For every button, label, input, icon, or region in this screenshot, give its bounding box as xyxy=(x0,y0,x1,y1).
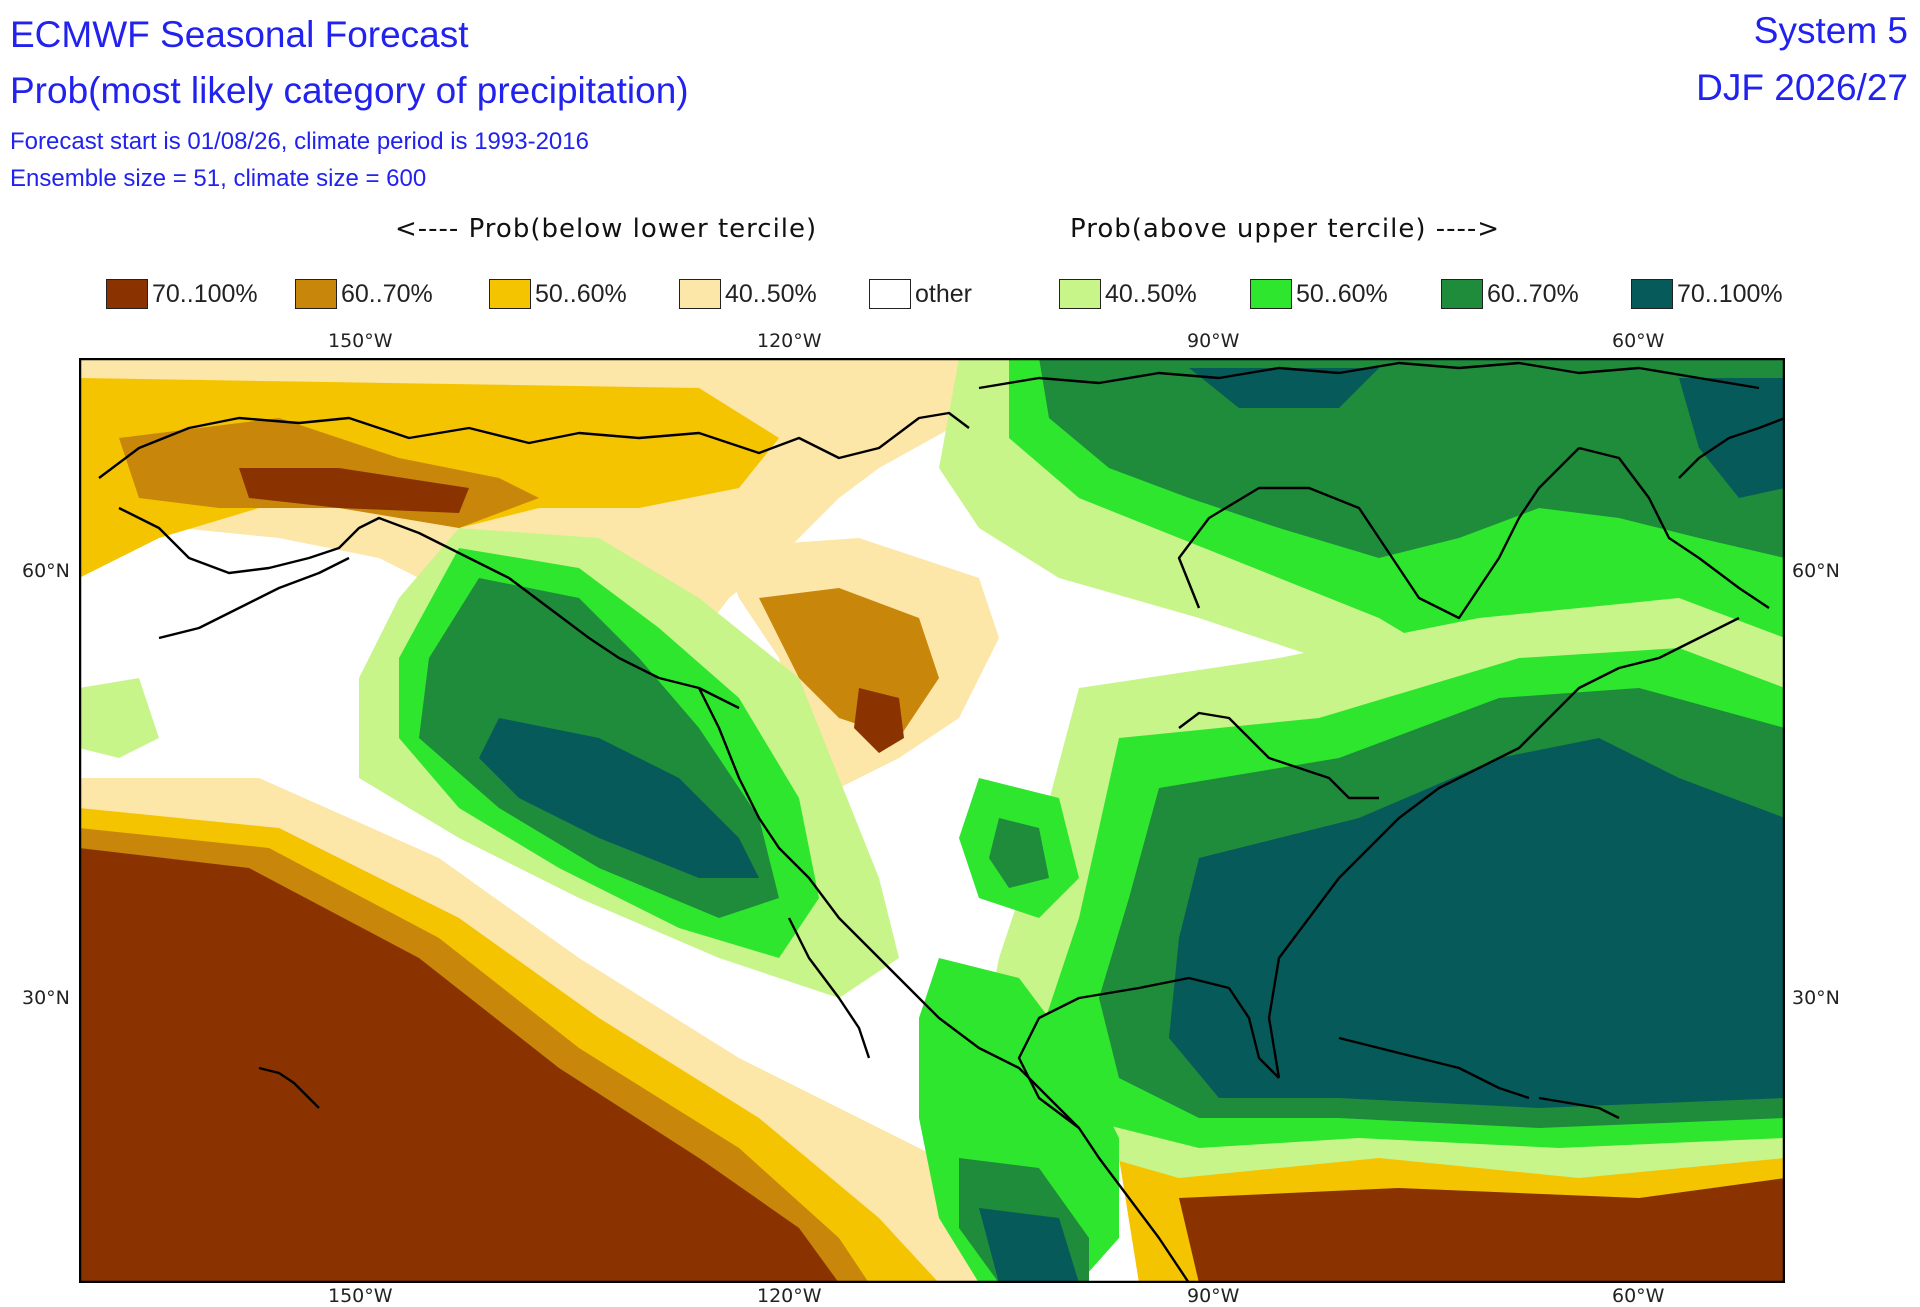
legend-label: 70..100% xyxy=(152,279,258,308)
legend-label: other xyxy=(915,279,972,308)
coastline-labrador xyxy=(1578,446,1770,609)
wet-regions xyxy=(79,358,1785,1283)
coastline-west xyxy=(697,687,1190,1283)
dry-regions xyxy=(79,358,1785,1283)
region-wet-40-pacific-west xyxy=(79,678,159,758)
coastline-aleutians xyxy=(158,556,350,640)
coastline-east xyxy=(1267,616,1740,1079)
legend-item: 40..50% xyxy=(1059,277,1197,311)
region-dry-70-alaska xyxy=(239,468,469,513)
legend-swatch xyxy=(1250,279,1292,309)
lon-label-top: 120°W xyxy=(757,330,822,352)
legend-swatch xyxy=(295,279,337,309)
legend-below-heading: <---- Prob(below lower tercile) xyxy=(395,214,818,244)
legend-label: 50..60% xyxy=(1296,279,1388,308)
lon-label-top: 90°W xyxy=(1187,330,1240,352)
ensemble-info: Ensemble size = 51, climate size = 600 xyxy=(10,165,427,192)
legend-item: 50..60% xyxy=(489,277,627,311)
legend-swatch xyxy=(1631,279,1673,309)
legend-swatch xyxy=(1059,279,1101,309)
legend-above-heading: Prob(above upper tercile) ----> xyxy=(1070,214,1501,244)
coastline-hawaii xyxy=(258,1066,320,1109)
legend-item: 70..100% xyxy=(1631,277,1783,311)
lat-label-left: 60°N xyxy=(22,560,70,582)
region-wet-60-central xyxy=(989,818,1049,888)
region-dry-70-pacific xyxy=(79,848,839,1283)
lon-label-bottom: 150°W xyxy=(328,1285,393,1307)
coastline-arctic xyxy=(978,361,1760,390)
legend-label: 40..50% xyxy=(1105,279,1197,308)
legend-item: 60..70% xyxy=(1441,277,1579,311)
map-title: ECMWF Seasonal Forecast xyxy=(10,14,469,55)
region-wet-70-north xyxy=(1189,368,1379,408)
legend-item: 60..70% xyxy=(295,277,433,311)
coastline-baja xyxy=(787,917,871,1059)
coastline-hispaniola xyxy=(1538,1096,1620,1120)
lat-label-left: 30°N xyxy=(22,987,70,1009)
coastline-great-lakes xyxy=(1178,711,1379,800)
period-label: DJF 2026/27 xyxy=(1696,67,1908,108)
legend-label: 40..50% xyxy=(725,279,817,308)
lon-label-bottom: 120°W xyxy=(757,1285,822,1307)
lat-label-right: 60°N xyxy=(1792,560,1840,582)
coastline-hudson xyxy=(1177,447,1580,620)
legend-swatch xyxy=(106,279,148,309)
lon-label-top: 60°W xyxy=(1612,330,1665,352)
lon-label-top: 150°W xyxy=(328,330,393,352)
coastline-alaska-south xyxy=(118,506,740,710)
lon-label-bottom: 90°W xyxy=(1187,1285,1240,1307)
legend-swatch xyxy=(869,279,911,309)
lon-label-bottom: 60°W xyxy=(1612,1285,1665,1307)
coastline-cuba xyxy=(1338,1036,1530,1100)
map-subtitle: Prob(most likely category of precipitati… xyxy=(10,70,689,111)
legend-item: other xyxy=(869,277,972,311)
region-dry-70-plains xyxy=(854,688,904,753)
system-label: System 5 xyxy=(1753,10,1908,51)
coastline-greenland xyxy=(1678,416,1785,479)
legend-swatch xyxy=(679,279,721,309)
map-frame xyxy=(79,358,1785,1283)
region-wet-70-east xyxy=(1169,738,1785,1108)
region-dry-70-caribbean xyxy=(1179,1178,1785,1283)
legend-label: 50..60% xyxy=(535,279,627,308)
legend-item: 40..50% xyxy=(679,277,817,311)
forecast-info: Forecast start is 01/08/26, climate peri… xyxy=(10,128,589,155)
coastline-gulf xyxy=(1017,976,1280,1129)
lat-label-right: 30°N xyxy=(1792,987,1840,1009)
region-wet-70-west xyxy=(479,718,759,878)
region-wet-70-mexico xyxy=(979,1208,1079,1283)
legend-item: 50..60% xyxy=(1250,277,1388,311)
legend-label: 60..70% xyxy=(341,279,433,308)
legend-item: 70..100% xyxy=(106,277,258,311)
coastlines xyxy=(98,361,1785,1283)
legend-swatch xyxy=(1441,279,1483,309)
legend-label: 70..100% xyxy=(1677,279,1783,308)
legend-label: 60..70% xyxy=(1487,279,1579,308)
probability-map xyxy=(79,358,1785,1283)
coastline-alaska xyxy=(98,411,970,479)
legend-swatch xyxy=(489,279,531,309)
